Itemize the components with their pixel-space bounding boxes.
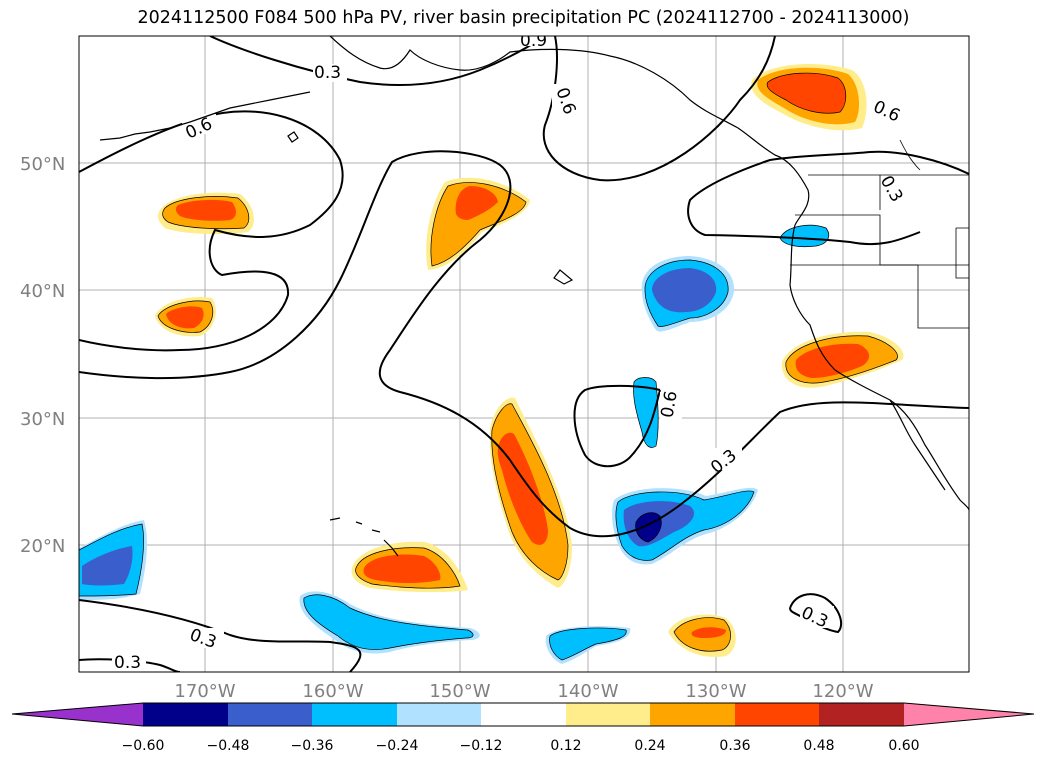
colorbar-segment-9 bbox=[819, 703, 904, 726]
contour-label-0: 0.9 bbox=[520, 31, 547, 51]
colorbar-tick-5: 0.12 bbox=[550, 738, 581, 754]
colorbar-segment-8 bbox=[735, 703, 819, 726]
pv-contour-0.3-sw bbox=[79, 599, 362, 672]
border-states-1 bbox=[795, 214, 969, 266]
precip-region-bc-red bbox=[766, 72, 847, 114]
colorbar-extend-min bbox=[12, 703, 143, 726]
lon-labels: 170°W 160°W 150°W 140°W 130°W 120°W bbox=[174, 681, 873, 702]
precip-region-38n-west-red bbox=[166, 306, 204, 329]
colorbar-segment-1 bbox=[143, 703, 228, 726]
colorbar-segment-5 bbox=[481, 703, 566, 726]
precip-region-150w-orange bbox=[430, 182, 527, 267]
colorbar-segment-3 bbox=[312, 703, 397, 726]
pv-contours bbox=[79, 36, 969, 672]
pv-contour-0.3-north bbox=[209, 36, 546, 87]
colorbar-tick-9: 0.60 bbox=[888, 738, 919, 754]
pv-contour-0.6-coast bbox=[687, 150, 969, 246]
precip-shading bbox=[79, 64, 904, 664]
precip-region-hawaii-red bbox=[363, 554, 441, 583]
lon-label-170w: 170°W bbox=[174, 681, 235, 702]
pv-contour-0.6-mid bbox=[573, 384, 661, 468]
map-frame bbox=[78, 35, 970, 673]
contour-label-9: 0.3 bbox=[114, 653, 141, 673]
colorbar-tick-0: −0.60 bbox=[122, 738, 165, 754]
border-canada-provinces bbox=[879, 139, 921, 210]
lon-label-120w: 120°W bbox=[812, 681, 873, 702]
map-content: 0.9 0.3 0.6 0.6 0.6 0.3 0.6 0.3 0.3 0.3 … bbox=[79, 31, 969, 673]
colorbar-tick-1: −0.48 bbox=[207, 738, 250, 754]
lat-labels: 50°N 40°N 30°N 20°N bbox=[20, 154, 65, 557]
colorbar-segment-2 bbox=[228, 703, 312, 726]
pv-contour-0.6-north bbox=[79, 110, 344, 352]
colorbar-segment-4 bbox=[397, 703, 481, 726]
colorbar-tick-6: 0.24 bbox=[634, 738, 665, 754]
border-states-2 bbox=[790, 264, 969, 329]
lat-label-50n: 50°N bbox=[20, 154, 65, 175]
coastline-aleutians bbox=[99, 91, 311, 141]
colorbar-tick-3: −0.24 bbox=[376, 738, 419, 754]
pv-contour-0.6-ne bbox=[542, 36, 776, 182]
island-aleutian-small bbox=[287, 131, 299, 143]
island-43n bbox=[553, 269, 574, 285]
contour-label-1: 0.3 bbox=[314, 63, 341, 83]
coastlines bbox=[99, 36, 969, 557]
precip-region-blue-band-sky bbox=[303, 594, 474, 650]
hawaii-islands bbox=[329, 517, 399, 557]
coastline-alaska bbox=[329, 36, 810, 226]
precip-region-california-red bbox=[795, 343, 870, 378]
colorbar-segment-7 bbox=[650, 703, 735, 726]
map-title: 2024112500 F084 500 hPa PV, river basin … bbox=[137, 8, 910, 28]
precip-region-blue-west-royal bbox=[82, 546, 133, 586]
precip-region-blue-32n bbox=[633, 377, 659, 448]
coastline-baja bbox=[889, 399, 946, 491]
colorbar-extend-max bbox=[904, 703, 1034, 726]
graticule bbox=[79, 36, 969, 672]
lon-label-130w: 130°W bbox=[685, 681, 746, 702]
lon-label-140w: 140°W bbox=[557, 681, 618, 702]
colorbar-outline bbox=[11, 702, 1035, 727]
colorbar-tick-7: 0.36 bbox=[719, 738, 750, 754]
pv-contour-0.3-sw2 bbox=[79, 658, 181, 672]
precip-region-blue-12n-sky bbox=[549, 627, 627, 661]
lon-label-160w: 160°W bbox=[302, 681, 363, 702]
pv-contour-0.3-se bbox=[789, 593, 843, 634]
precip-region-blue-40n-royal bbox=[652, 268, 717, 313]
precip-region-blue-22n-deep bbox=[635, 512, 662, 543]
precip-region-130w-13n-red bbox=[691, 627, 726, 638]
lat-label-40n: 40°N bbox=[20, 281, 65, 302]
colorbar: −0.60 −0.48 −0.36 −0.24 −0.12 0.12 0.24 … bbox=[11, 702, 1035, 754]
coastline-west-us bbox=[789, 224, 969, 511]
pv-contour-0.3-west bbox=[79, 150, 969, 538]
colorbar-tick-2: −0.36 bbox=[291, 738, 334, 754]
borders bbox=[790, 139, 969, 329]
border-states-3 bbox=[955, 227, 969, 279]
lat-label-30n: 30°N bbox=[20, 409, 65, 430]
colorbar-segment-6 bbox=[566, 703, 650, 726]
precip-region-aleutian-red bbox=[175, 199, 236, 221]
colorbar-tick-4: −0.12 bbox=[460, 738, 503, 754]
precip-region-150w-red bbox=[455, 186, 498, 220]
colorbar-tick-8: 0.48 bbox=[803, 738, 834, 754]
lon-label-150w: 150°W bbox=[429, 681, 490, 702]
lat-label-20n: 20°N bbox=[20, 536, 65, 557]
colorbar-ticks: −0.60 −0.48 −0.36 −0.24 −0.12 0.12 0.24 … bbox=[122, 738, 920, 754]
contour-label-6: 0.6 bbox=[657, 389, 681, 419]
